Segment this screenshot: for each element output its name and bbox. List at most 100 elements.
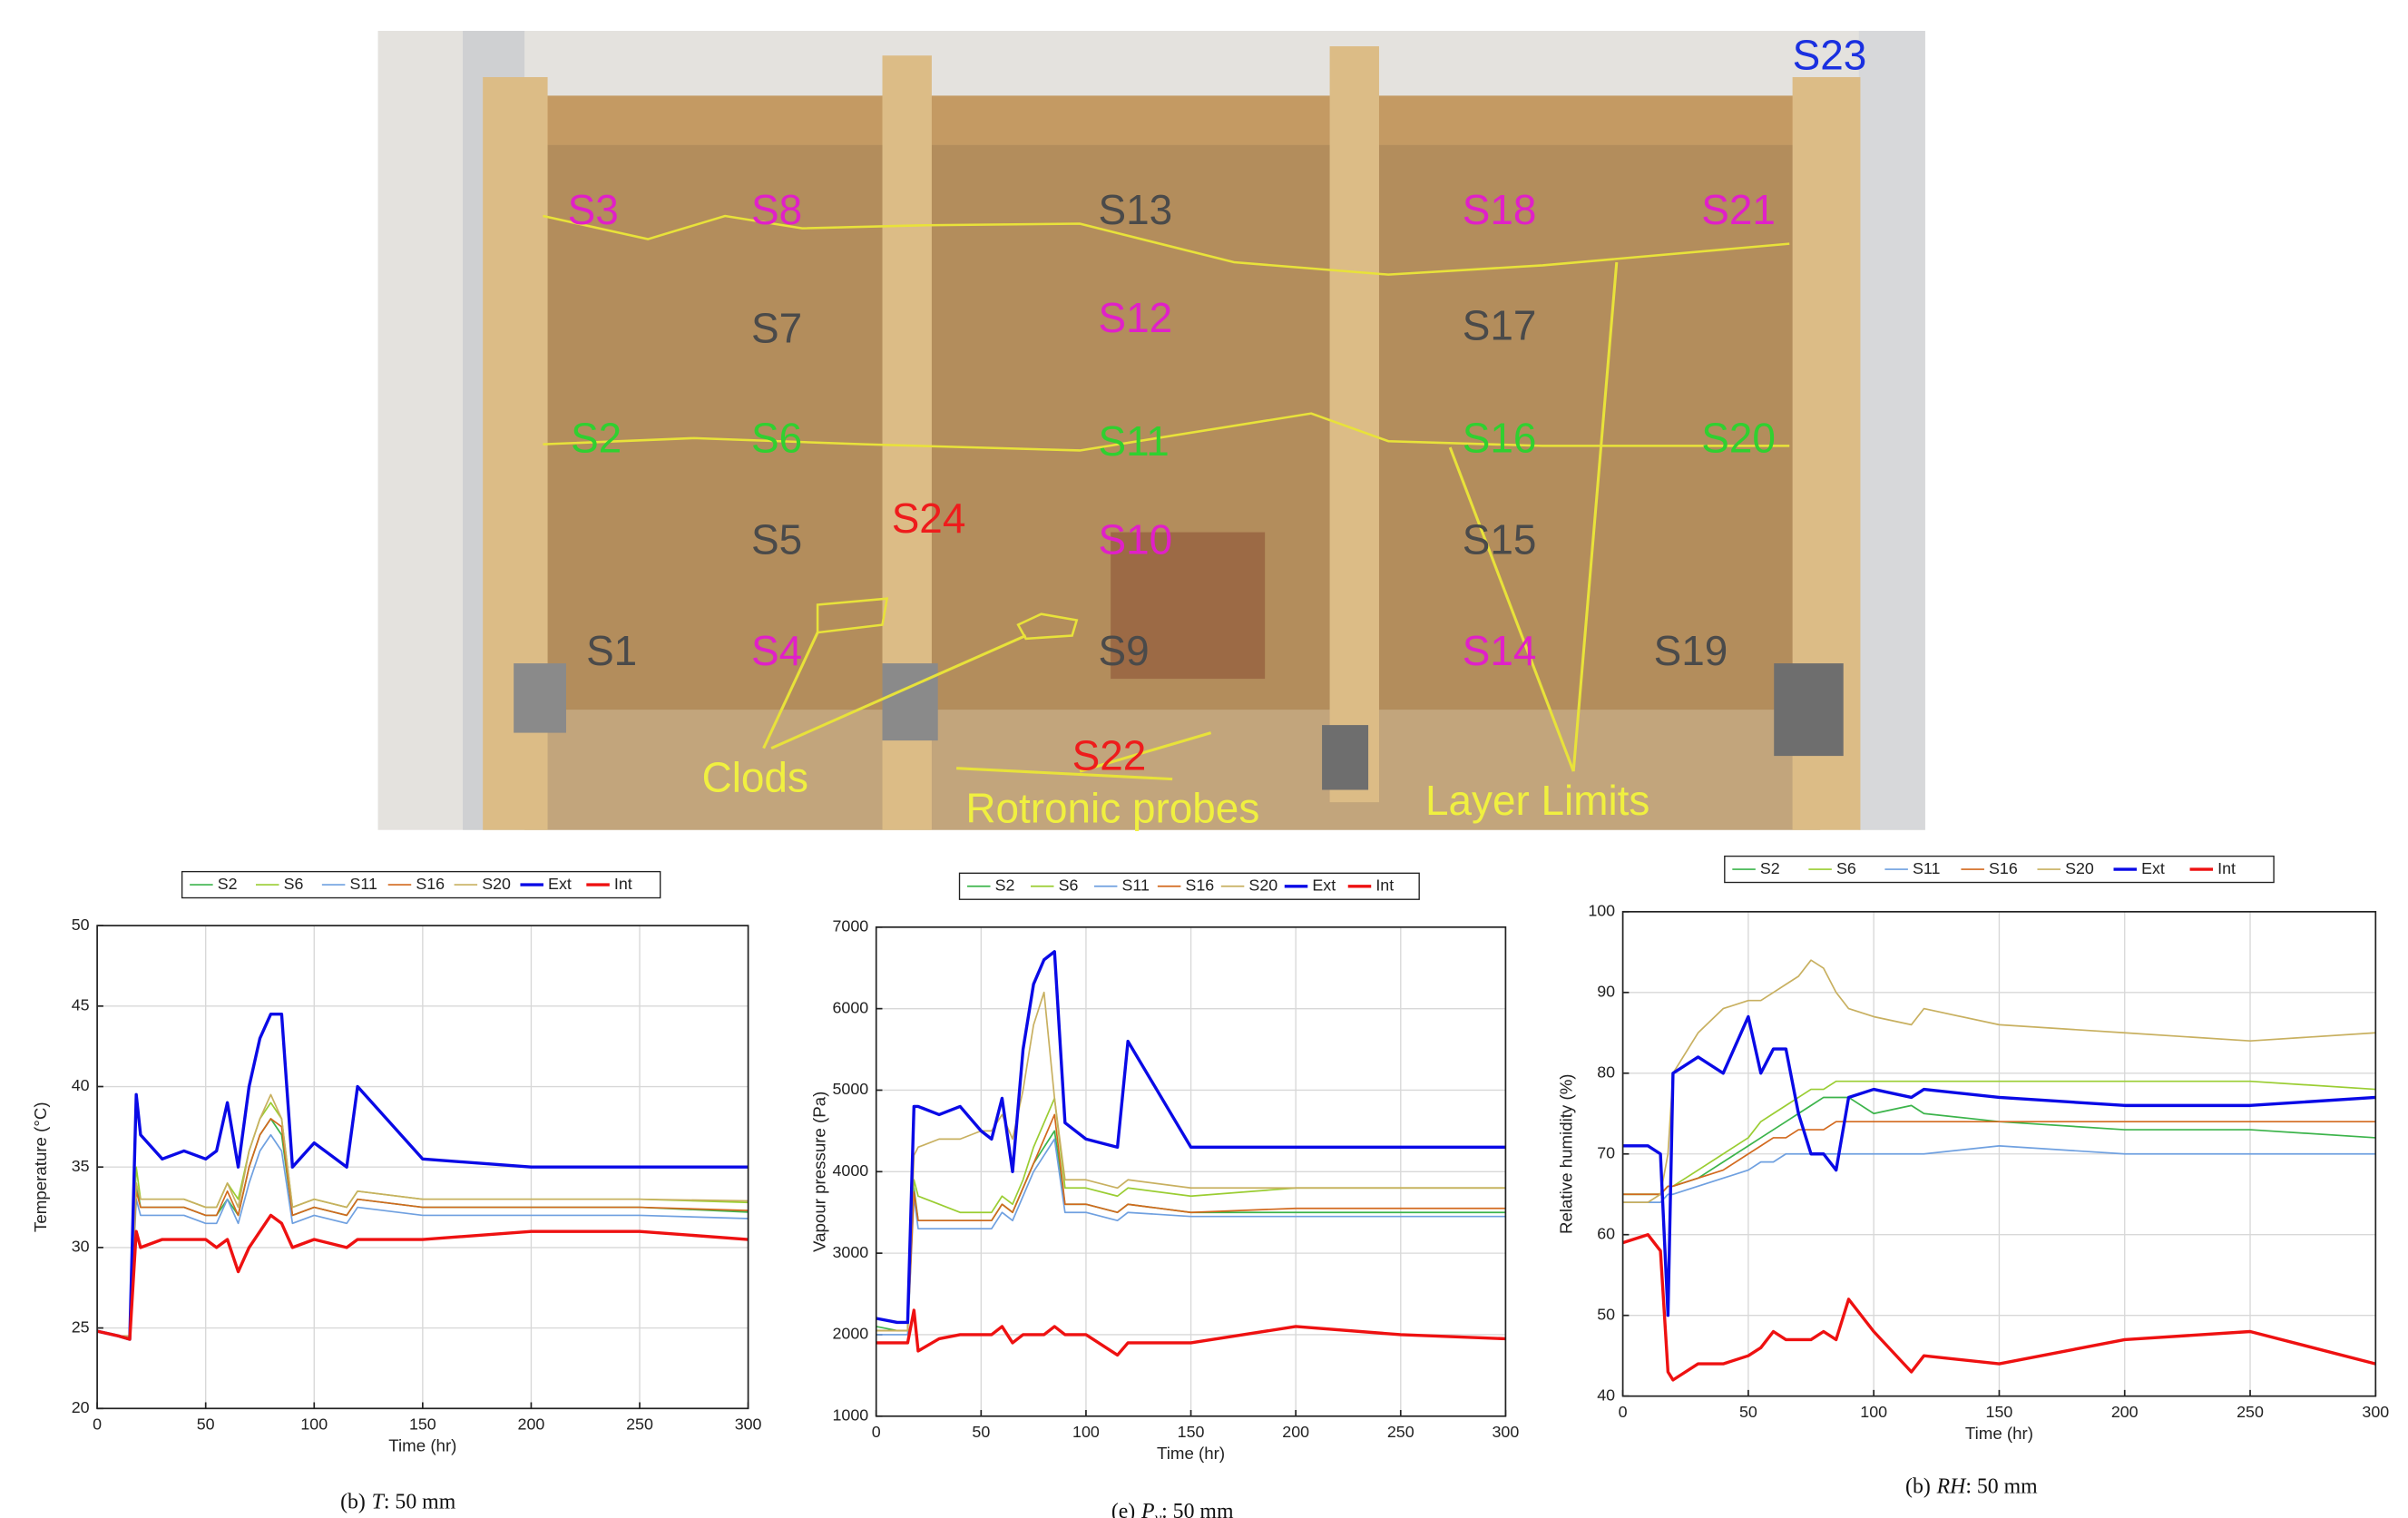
sensor-label: S17 — [1463, 301, 1537, 348]
sensor-label: S14 — [1463, 627, 1537, 674]
caption-symbol: P — [1140, 1500, 1155, 1518]
plot-frame — [96, 925, 749, 1410]
series-line — [96, 1213, 749, 1341]
sensor-label: S10 — [1099, 516, 1173, 563]
series-line — [876, 1308, 1506, 1357]
sensor-label: S13 — [1099, 186, 1173, 233]
y-tick-label: 45 — [72, 996, 90, 1014]
sensor-label: Rotronic probes — [965, 784, 1259, 831]
legend-label: S11 — [1913, 859, 1941, 877]
series-line — [876, 991, 1506, 1332]
caption-label: (b) — [1905, 1475, 1931, 1499]
y-tick-label: 80 — [1597, 1063, 1615, 1081]
legend-label: S2 — [1760, 859, 1780, 877]
y-tick-label: 50 — [1597, 1305, 1615, 1323]
y-tick-label: 40 — [72, 1076, 90, 1094]
caption-label: (e) — [1111, 1500, 1135, 1518]
probe-grid — [1111, 532, 1266, 680]
x-tick-label: 0 — [1619, 1403, 1628, 1421]
y-tick-label: 25 — [72, 1317, 90, 1336]
legend-label: Int — [1375, 876, 1394, 894]
layer-limit-line — [543, 412, 1790, 452]
legend-label: S20 — [2065, 859, 2094, 877]
legend-label: Int — [2217, 859, 2236, 877]
legend-label: S2 — [995, 876, 1015, 894]
series-line — [1622, 1014, 2376, 1317]
caption: (b) T: 50 mm — [340, 1491, 456, 1514]
logger-box — [514, 663, 566, 733]
legend-label: S11 — [1122, 876, 1150, 894]
legend-label: S20 — [1248, 876, 1277, 894]
caption-text: : 50 mm — [384, 1491, 456, 1514]
legend-label: Ext — [2141, 859, 2165, 877]
caption-label: (b) — [340, 1491, 366, 1514]
sensor-label: S5 — [751, 516, 802, 563]
series-line — [96, 1093, 749, 1337]
series-line — [1622, 1233, 2376, 1382]
y-tick-label: 3000 — [833, 1243, 869, 1261]
caption-text: : 50 mm — [1965, 1475, 2038, 1499]
legend-label: S2 — [218, 875, 238, 893]
y-tick-label: 7000 — [833, 917, 869, 935]
sensor-label: Layer Limits — [1425, 777, 1649, 824]
x-tick-label: 200 — [1282, 1423, 1309, 1441]
sensor-label: S7 — [751, 305, 802, 352]
caption-symbol: RH — [1936, 1475, 1968, 1499]
sensor-label: S21 — [1701, 186, 1776, 233]
annotation-arrows — [762, 261, 1619, 781]
logger-box — [882, 663, 938, 741]
chart: 20 25 30 35 40 45 50 0 50 100 150 200 250 300 Time (hr… — [31, 870, 762, 1514]
y-axis-label: Relative humidity (%) — [1556, 1073, 1575, 1234]
sensor-label: S11 — [1099, 417, 1170, 465]
x-tick-label: 250 — [2237, 1403, 2264, 1421]
x-tick-label: 250 — [626, 1415, 653, 1434]
caption: (b) RH: 50 mm — [1905, 1475, 2038, 1499]
y-tick-label: 40 — [1597, 1386, 1615, 1404]
series-line — [96, 1118, 749, 1337]
y-tick-label: 5000 — [833, 1080, 869, 1098]
earth-wall-base — [524, 710, 1821, 830]
x-tick-label: 100 — [300, 1415, 328, 1434]
logger-box — [1322, 725, 1369, 790]
caption: (e) Pv: 50 mm — [1111, 1500, 1234, 1518]
x-tick-label: 150 — [1178, 1423, 1205, 1441]
sensor-label: S19 — [1654, 627, 1728, 674]
x-tick-label: 200 — [518, 1415, 545, 1434]
legend-label: S11 — [349, 875, 377, 893]
x-tick-label: 150 — [409, 1415, 436, 1434]
y-tick-label: 35 — [72, 1157, 90, 1175]
x-axis-label: Time (hr) — [1157, 1444, 1225, 1463]
sensor-label: S2 — [571, 414, 622, 461]
chart: 1000 2000 3000 4000 5000 6000 7000 0 50 100 150 200… — [809, 872, 1519, 1518]
legend-label: S6 — [1059, 876, 1079, 894]
legend-label: S6 — [284, 875, 304, 893]
plot-frame — [875, 925, 1507, 1417]
caption-text: : 50 mm — [1161, 1500, 1234, 1518]
y-tick-label: 70 — [1597, 1143, 1615, 1161]
y-axis-label: Vapour pressure (Pa) — [809, 1092, 828, 1252]
sensor-label: S3 — [568, 186, 619, 233]
post — [1329, 46, 1379, 803]
logger-box — [1774, 663, 1844, 757]
sensor-label: S8 — [751, 186, 802, 233]
y-tick-label: 90 — [1597, 983, 1615, 1001]
x-tick-label: 300 — [735, 1415, 762, 1434]
sensor-label: S20 — [1701, 414, 1776, 461]
y-tick-label: 2000 — [833, 1325, 869, 1343]
caption-subscript: v — [1155, 1510, 1162, 1518]
y-tick-label: 100 — [1588, 902, 1615, 920]
y-tick-label: 30 — [72, 1238, 90, 1256]
x-tick-label: 250 — [1387, 1423, 1414, 1441]
legend-label: Int — [614, 875, 632, 893]
legend-label: S16 — [416, 875, 445, 893]
sensor-label: S12 — [1099, 294, 1173, 341]
layer-limit-line — [543, 214, 1790, 276]
legend-label: S16 — [1989, 859, 2018, 877]
y-tick-label: 50 — [72, 916, 90, 934]
sensor-label: S6 — [751, 414, 802, 461]
series-line — [96, 1012, 749, 1341]
chart: 40 50 60 70 80 90 100 0 50 100 150 200 250 300 Time (h… — [1556, 855, 2389, 1499]
y-tick-label: 6000 — [833, 998, 869, 1016]
wall-photo: S3 S8 S13 S18 S21 S23 S7 S12 S17 S2 S6 S11 S16 S20 S24… — [377, 31, 1925, 831]
